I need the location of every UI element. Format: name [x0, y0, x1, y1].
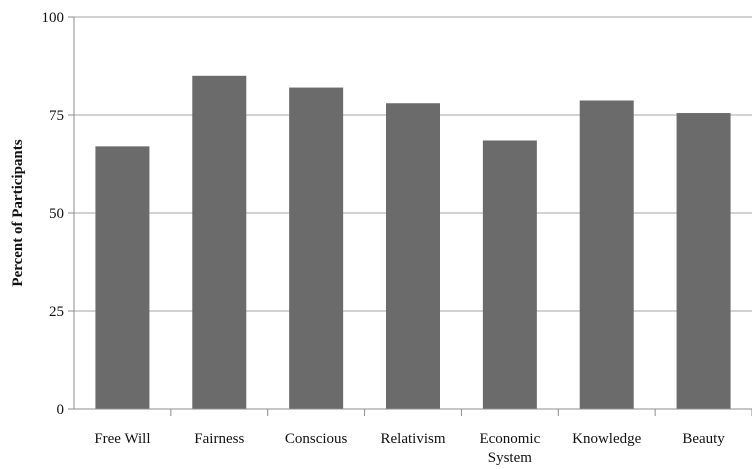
x-tick-label: Conscious	[285, 431, 348, 447]
y-tick-label: 100	[42, 10, 65, 26]
y-axis-label: Percent of Participants	[10, 139, 26, 286]
y-tick-label: 50	[49, 206, 64, 222]
bar	[95, 146, 150, 410]
bar	[482, 140, 537, 410]
x-tick-labels: Free Will Fairness Conscious Relativism Econ…	[94, 431, 725, 466]
x-tick-label: Beauty	[682, 431, 725, 447]
y-tick-label: 25	[49, 304, 64, 320]
x-tick-label: System	[488, 450, 533, 466]
bar	[192, 75, 247, 410]
x-tick-label: Relativism	[381, 431, 446, 447]
y-tick-label: 0	[57, 402, 65, 418]
bar	[289, 87, 344, 409]
bars	[95, 75, 731, 410]
x-tick-label: Knowledge	[572, 431, 641, 447]
bar	[676, 113, 731, 409]
x-tick-label: Economic	[479, 431, 540, 447]
y-tick-labels: 0 25 50 75 100	[42, 10, 74, 418]
x-tick-label: Fairness	[194, 431, 244, 447]
y-tick-label: 75	[49, 108, 64, 124]
bar	[386, 103, 440, 410]
bar	[579, 100, 634, 409]
x-tick-label: Free Will	[94, 431, 150, 447]
